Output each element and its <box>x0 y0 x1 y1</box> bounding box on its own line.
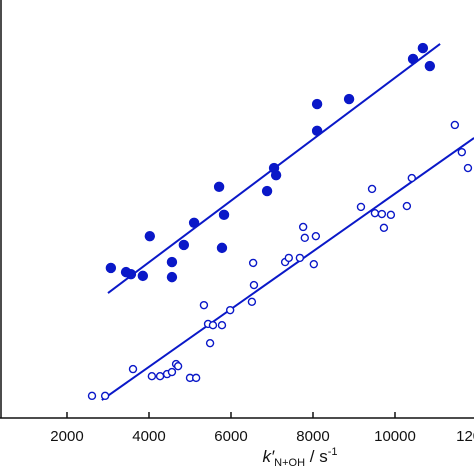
x-label-unit: / s <box>305 447 328 466</box>
point <box>300 233 309 243</box>
point <box>248 258 258 268</box>
x-axis-label: k′N+OH / s-1 <box>262 446 337 469</box>
x-tick-label: 8000 <box>296 428 329 445</box>
point <box>457 147 467 157</box>
point <box>295 253 305 263</box>
point <box>407 173 417 183</box>
point <box>247 297 257 306</box>
point <box>208 321 218 330</box>
point <box>386 210 396 220</box>
point <box>205 338 215 348</box>
point <box>188 217 200 228</box>
point <box>463 163 473 173</box>
point <box>144 230 156 242</box>
point <box>216 242 228 254</box>
point <box>191 373 201 383</box>
point <box>370 208 380 218</box>
x-label-main: k′ <box>262 447 275 466</box>
point <box>125 269 137 280</box>
point <box>298 222 308 232</box>
point <box>128 364 138 374</box>
point <box>367 184 377 194</box>
point <box>417 42 429 54</box>
point <box>155 372 165 381</box>
point <box>407 53 419 65</box>
point <box>167 367 177 377</box>
point <box>137 270 149 282</box>
point <box>199 300 209 310</box>
x-tick-label: 6000 <box>214 428 247 445</box>
point <box>379 223 389 233</box>
point <box>261 185 273 197</box>
point <box>166 271 178 283</box>
point <box>311 231 321 241</box>
point <box>377 209 387 219</box>
point <box>356 202 366 212</box>
point <box>178 239 190 251</box>
point <box>402 201 412 211</box>
point <box>450 120 460 130</box>
point <box>225 305 235 315</box>
point <box>166 256 178 268</box>
point <box>147 372 157 381</box>
point <box>213 181 225 193</box>
point <box>343 93 355 105</box>
point <box>311 98 323 110</box>
x-label-sub: N+OH <box>274 457 305 469</box>
point <box>100 391 110 401</box>
point <box>87 391 97 401</box>
x-tick-label: 10000 <box>374 428 416 445</box>
x-label-sup: -1 <box>328 446 338 458</box>
point <box>249 280 259 290</box>
x-tick-label: 4000 <box>132 428 165 445</box>
fit-line <box>101 137 474 401</box>
point <box>424 60 436 72</box>
point <box>284 253 294 263</box>
point <box>270 169 282 181</box>
point <box>105 262 117 274</box>
x-tick-label: 2000 <box>50 428 83 445</box>
point <box>311 125 323 137</box>
point <box>173 361 183 371</box>
point <box>309 259 319 269</box>
point <box>217 321 227 330</box>
point <box>218 209 230 221</box>
